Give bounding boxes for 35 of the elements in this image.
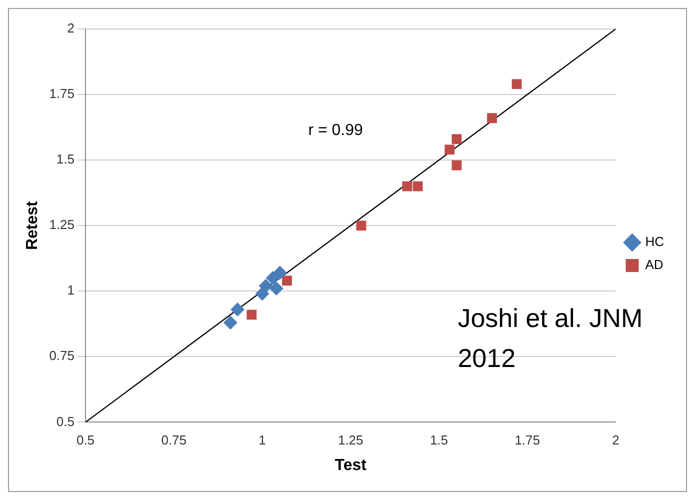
point — [356, 220, 366, 231]
y-tick-label: 0.5 — [56, 414, 74, 429]
point — [512, 79, 522, 89]
point — [282, 276, 292, 286]
point — [402, 181, 412, 192]
y-tick-label: 1.75 — [49, 86, 74, 102]
point — [412, 181, 423, 192]
x-tick-label: 2 — [612, 432, 620, 448]
x-tick-label: 1.5 — [430, 432, 448, 448]
annotation: Joshi et al. JNM 2012 — [458, 303, 643, 374]
point — [230, 302, 244, 316]
point — [223, 316, 238, 330]
point — [452, 160, 462, 170]
point — [487, 113, 497, 124]
legend-label: AD — [645, 257, 664, 272]
x-tick-label: 1 — [258, 432, 266, 448]
legend-label: HC — [645, 234, 664, 250]
annotation: r = 0.99 — [308, 122, 363, 140]
point — [246, 310, 257, 320]
x-axis-title: Test — [334, 456, 368, 474]
y-axis-title: Retest — [24, 200, 42, 250]
point — [266, 271, 280, 286]
point — [269, 282, 284, 296]
point — [452, 134, 462, 144]
point — [272, 266, 287, 280]
y-tick-label: 2 — [67, 20, 74, 36]
x-tick-label: 0.75 — [161, 432, 187, 448]
y-tick-label: 0.75 — [49, 348, 74, 364]
point — [258, 278, 273, 293]
x-tick-label: 1.75 — [514, 432, 540, 448]
y-tick-label: 1.25 — [49, 217, 74, 232]
point — [444, 144, 455, 155]
y-tick-label: 1.5 — [56, 152, 74, 167]
x-tick-label: 1.25 — [338, 432, 364, 448]
y-tick-label: 1 — [67, 282, 74, 298]
